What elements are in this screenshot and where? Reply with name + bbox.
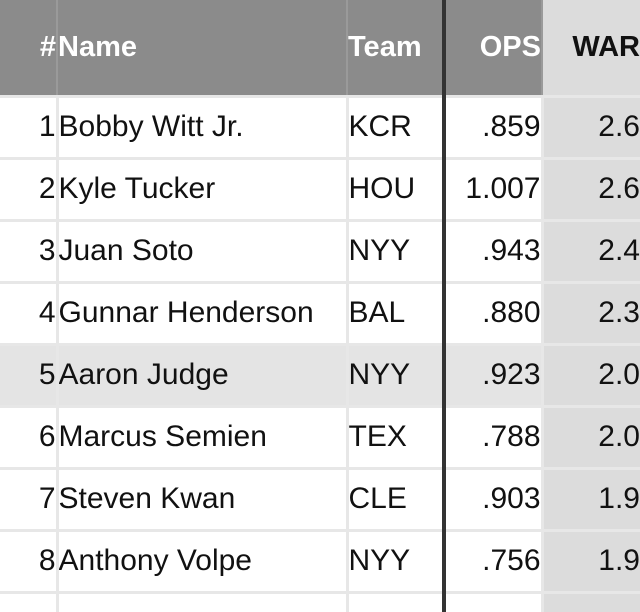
cell-name: Juan Soto: [57, 220, 349, 284]
column-header-name[interactable]: Name: [57, 0, 348, 98]
cell-rank: 4: [0, 282, 59, 346]
cell-ops: .880: [442, 282, 544, 346]
table-body: 1 Bobby Witt Jr. KCR .859 2.6 2 Kyle Tucker HOU…: [0, 96, 640, 612]
cell-war: 2.4: [542, 220, 640, 284]
cell-team: BAL: [347, 282, 446, 346]
cell-war: 2.3: [542, 282, 640, 346]
cell-name: Steven Kwan: [57, 468, 349, 532]
cell-team: KCR: [347, 96, 446, 160]
cell-ops: .923: [442, 344, 544, 408]
cell-war: 2.6: [542, 96, 640, 160]
cell-team: NYY: [347, 530, 446, 594]
cell-team: TEX: [347, 406, 446, 470]
cell-name: Bobby Witt Jr.: [57, 96, 349, 160]
cell-ops: .859: [442, 96, 544, 160]
cell-team: NYY: [347, 344, 446, 408]
cell-ops: .943: [442, 220, 544, 284]
cell-rank: 8: [0, 530, 59, 594]
table-row[interactable]: 8 Anthony Volpe NYY .756 1.9: [0, 530, 640, 594]
cell-rank: 5: [0, 344, 59, 408]
cell-war: 2.0: [542, 344, 640, 408]
table-row[interactable]: 6 Marcus Semien TEX .788 2.0: [0, 406, 640, 470]
cell-rank: 3: [0, 220, 59, 284]
column-header-ops[interactable]: OPS: [442, 0, 543, 98]
cell-ops: [442, 592, 544, 612]
cell-war: 1.9: [542, 468, 640, 532]
cell-ops: .903: [442, 468, 544, 532]
cell-war: 2.0: [542, 406, 640, 470]
table-row[interactable]: 2 Kyle Tucker HOU 1.007 2.6: [0, 158, 640, 222]
cell-name: Gunnar Henderson: [57, 282, 349, 346]
cell-rank: [0, 592, 59, 612]
cell-rank: 1: [0, 96, 59, 160]
cell-team: [347, 592, 446, 612]
cell-ops: .756: [442, 530, 544, 594]
cell-name: Kyle Tucker: [57, 158, 349, 222]
cell-ops: .788: [442, 406, 544, 470]
table-row[interactable]: 1 Bobby Witt Jr. KCR .859 2.6: [0, 96, 640, 160]
cell-war: 1.9: [542, 530, 640, 594]
cell-team: NYY: [347, 220, 446, 284]
cell-war: 2.6: [542, 158, 640, 222]
table-row[interactable]: 5 Aaron Judge NYY .923 2.0: [0, 344, 640, 408]
cell-rank: 6: [0, 406, 59, 470]
column-header-team[interactable]: Team: [347, 0, 445, 98]
cell-war: [542, 592, 640, 612]
table-row[interactable]: 3 Juan Soto NYY .943 2.4: [0, 220, 640, 284]
cell-name: [57, 592, 349, 612]
cell-team: CLE: [347, 468, 446, 532]
cell-name: Marcus Semien: [57, 406, 349, 470]
column-header-rank[interactable]: #: [0, 0, 58, 98]
cell-rank: 7: [0, 468, 59, 532]
column-header-war[interactable]: WAR: [542, 0, 640, 98]
table-row-partial: [0, 592, 640, 612]
header-row: # Name Team OPS WAR: [0, 0, 640, 98]
cell-team: HOU: [347, 158, 446, 222]
cell-name: Anthony Volpe: [57, 530, 349, 594]
cell-ops: 1.007: [442, 158, 544, 222]
cell-rank: 2: [0, 158, 59, 222]
cell-name: Aaron Judge: [57, 344, 349, 408]
table-row[interactable]: 7 Steven Kwan CLE .903 1.9: [0, 468, 640, 532]
table-row[interactable]: 4 Gunnar Henderson BAL .880 2.3: [0, 282, 640, 346]
